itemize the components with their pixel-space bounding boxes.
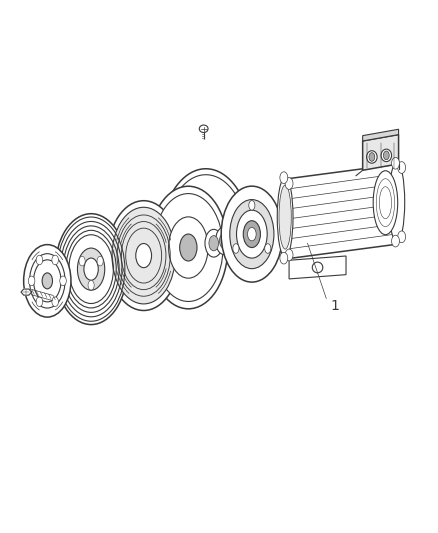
Ellipse shape bbox=[376, 179, 395, 227]
Ellipse shape bbox=[84, 258, 98, 280]
Ellipse shape bbox=[60, 276, 66, 286]
Polygon shape bbox=[289, 256, 346, 279]
Ellipse shape bbox=[221, 186, 283, 282]
Ellipse shape bbox=[285, 249, 293, 261]
Ellipse shape bbox=[52, 297, 58, 306]
Ellipse shape bbox=[245, 209, 254, 222]
Ellipse shape bbox=[233, 244, 239, 253]
Ellipse shape bbox=[247, 228, 256, 241]
Ellipse shape bbox=[373, 171, 398, 235]
Ellipse shape bbox=[36, 255, 43, 265]
Ellipse shape bbox=[277, 177, 293, 257]
Ellipse shape bbox=[249, 200, 255, 210]
Ellipse shape bbox=[149, 186, 228, 309]
Ellipse shape bbox=[383, 151, 389, 160]
Ellipse shape bbox=[259, 212, 263, 229]
Ellipse shape bbox=[79, 256, 85, 266]
Ellipse shape bbox=[398, 161, 406, 173]
Polygon shape bbox=[21, 289, 32, 295]
Ellipse shape bbox=[398, 231, 406, 243]
Ellipse shape bbox=[285, 177, 293, 189]
Ellipse shape bbox=[169, 217, 208, 278]
Ellipse shape bbox=[36, 297, 43, 306]
Ellipse shape bbox=[136, 244, 152, 268]
Ellipse shape bbox=[88, 280, 94, 290]
Ellipse shape bbox=[52, 255, 58, 265]
Polygon shape bbox=[363, 129, 399, 141]
Ellipse shape bbox=[78, 248, 105, 290]
Text: 1: 1 bbox=[331, 300, 339, 313]
Ellipse shape bbox=[248, 212, 251, 229]
Ellipse shape bbox=[369, 152, 375, 161]
Ellipse shape bbox=[42, 273, 53, 289]
Ellipse shape bbox=[312, 262, 323, 273]
Ellipse shape bbox=[389, 162, 405, 242]
Ellipse shape bbox=[265, 212, 268, 229]
Ellipse shape bbox=[24, 245, 71, 317]
Polygon shape bbox=[284, 164, 396, 259]
Ellipse shape bbox=[209, 236, 219, 251]
Ellipse shape bbox=[243, 221, 261, 247]
Ellipse shape bbox=[157, 221, 166, 233]
Ellipse shape bbox=[219, 233, 229, 248]
Ellipse shape bbox=[34, 260, 61, 302]
Ellipse shape bbox=[215, 227, 233, 255]
Ellipse shape bbox=[280, 172, 288, 183]
Ellipse shape bbox=[205, 229, 223, 257]
Ellipse shape bbox=[280, 252, 288, 264]
Ellipse shape bbox=[108, 201, 180, 311]
Polygon shape bbox=[363, 134, 399, 171]
Ellipse shape bbox=[381, 149, 392, 161]
Ellipse shape bbox=[379, 187, 392, 219]
Ellipse shape bbox=[28, 276, 35, 286]
Ellipse shape bbox=[392, 157, 399, 169]
Ellipse shape bbox=[226, 225, 244, 253]
Ellipse shape bbox=[279, 185, 291, 249]
Ellipse shape bbox=[392, 235, 399, 247]
Ellipse shape bbox=[237, 210, 267, 258]
Ellipse shape bbox=[112, 207, 175, 304]
Ellipse shape bbox=[367, 151, 377, 163]
Ellipse shape bbox=[199, 125, 208, 133]
Ellipse shape bbox=[154, 193, 223, 302]
Ellipse shape bbox=[30, 254, 65, 308]
Ellipse shape bbox=[265, 244, 271, 253]
Ellipse shape bbox=[230, 231, 240, 246]
Ellipse shape bbox=[254, 212, 257, 229]
Ellipse shape bbox=[180, 234, 197, 261]
Ellipse shape bbox=[55, 214, 127, 325]
Ellipse shape bbox=[97, 256, 103, 266]
Ellipse shape bbox=[230, 199, 274, 269]
